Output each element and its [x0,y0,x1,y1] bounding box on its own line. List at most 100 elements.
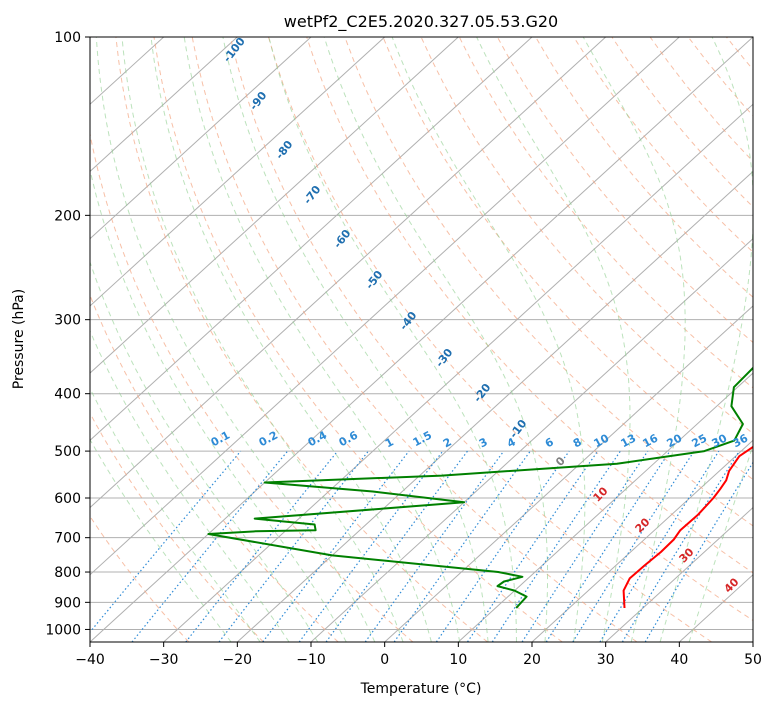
dry-adiabat [153,37,563,642]
mixing-ratio-label: 0.4 [306,428,330,449]
x-axis-title: Temperature (°C) [360,681,482,697]
mixing-ratio-line [325,450,468,642]
mixing-ratio-label: 0.2 [257,429,280,450]
x-axis: −40 −30 −20 −10 0 10 20 30 40 50 [75,642,762,668]
dry-adiabat [191,37,638,642]
mixing-ratio-label: 20 [665,431,685,450]
moist-adiabat [183,37,461,642]
isotherm-gridline [457,372,753,642]
moist-adiabat-label: 10 [591,484,611,504]
mixing-ratio-label: 6 [543,435,556,450]
mixing-ratio-line [599,450,720,642]
isotherm-gridline [90,37,753,642]
moist-adiabat [659,37,753,642]
dry-adiabat [344,37,753,527]
dry-adiabat [268,37,753,622]
dry-adiabat [458,37,753,389]
mixing-ratio-line [435,450,570,642]
moist-adiabat [391,37,586,642]
mixing-ratio-label: 30 [710,431,730,450]
dry-adiabat [90,293,339,642]
isotherm-gridline [90,37,312,240]
x-tick-label: 10 [449,652,467,668]
moist-adiabat [121,37,404,642]
y-tick-label: 400 [54,387,81,403]
mixing-ratio-line [364,450,505,642]
moist-adiabat [90,438,232,642]
isotherm-gridline [310,237,753,642]
x-tick-label: 30 [597,652,615,668]
moist-adiabat [582,37,686,642]
moist-adiabat [90,260,319,642]
mixing-ratio-line [90,450,242,633]
dry-adiabat [90,412,264,642]
mixing-ratio-line [621,450,740,642]
chart-title: wetPf2_C2E5.2020.327.05.53.G20 [284,12,558,32]
x-tick-label: 40 [670,652,688,668]
sounding-profiles [207,366,753,609]
mixing-ratio-label: 3 [477,435,490,450]
dry-adiabat-label: -40 [397,309,420,333]
temperature-profile [622,445,753,609]
y-tick-label: 100 [54,30,81,46]
mixing-ratio-line [393,450,531,642]
dry-adiabat [90,131,414,642]
y-tick-label: 500 [54,444,81,460]
x-tick-label: 0 [380,652,389,668]
dry-adiabat [535,37,753,298]
dry-adiabat [611,37,753,208]
x-tick-label: −20 [223,652,253,668]
dewpoint-profile [207,366,753,609]
dry-adiabat [649,37,753,163]
dry-adiabat-label: -100 [221,35,248,65]
moist-adiabat-label: 20 [633,515,653,535]
mixing-ratio-line [185,450,339,642]
moist-adiabat [476,37,631,642]
dry-adiabat [306,37,753,574]
isotherm-gridline [90,37,459,374]
dry-adiabat-label: -60 [331,227,354,251]
y-tick-label: 1000 [45,622,81,638]
mixing-ratio-line [545,450,671,642]
dry-adiabat [765,37,775,642]
dry-adiabat-label: -70 [301,183,324,207]
isotherm-gridline [236,170,753,642]
y-tick-label: 900 [54,595,81,611]
isotherm-gridline [531,439,753,642]
dry-adiabat [90,515,190,642]
mixing-ratio-label: 2 [441,435,454,450]
moist-adiabat [90,167,347,642]
moist-adiabat [90,329,290,642]
isotherm-gridline [384,305,753,642]
isotherm-gridline [90,37,386,307]
mixing-ratio-label: 0.1 [209,429,232,450]
isotherm-gridline [605,506,753,642]
moist-adiabat [222,37,489,642]
x-tick-label: 50 [744,652,762,668]
mixing-ratio-label: 1 [383,435,396,450]
isotherm-gridline [90,37,680,576]
dry-adiabat [726,37,753,71]
isotherm-gridline [90,37,238,173]
dry-adiabat-label: -20 [471,381,494,405]
moist-adiabat [90,387,261,642]
isotherm-gridline [90,37,607,509]
mixing-ratio-label: 36 [731,431,751,450]
mixing-ratio-label: 10 [592,431,612,450]
mixing-ratio-label: 25 [690,432,710,451]
y-tick-label: 700 [54,531,81,547]
mixing-ratio-line [466,450,599,642]
moist-adiabat-label: 40 [722,575,742,595]
dry-adiabat [229,37,712,642]
dry-adiabat [496,37,753,344]
mixing-ratio-label: 1.5 [411,429,434,450]
mixing-ratio-label: 16 [641,431,661,450]
isotherm-gridline [752,641,753,642]
x-tick-label: −30 [149,652,179,668]
y-tick-label: 800 [54,565,81,581]
x-tick-label: −10 [296,652,326,668]
x-tick-label: 20 [523,652,541,668]
x-tick-label: −40 [75,652,105,668]
mixing-ratio-line [521,450,649,642]
